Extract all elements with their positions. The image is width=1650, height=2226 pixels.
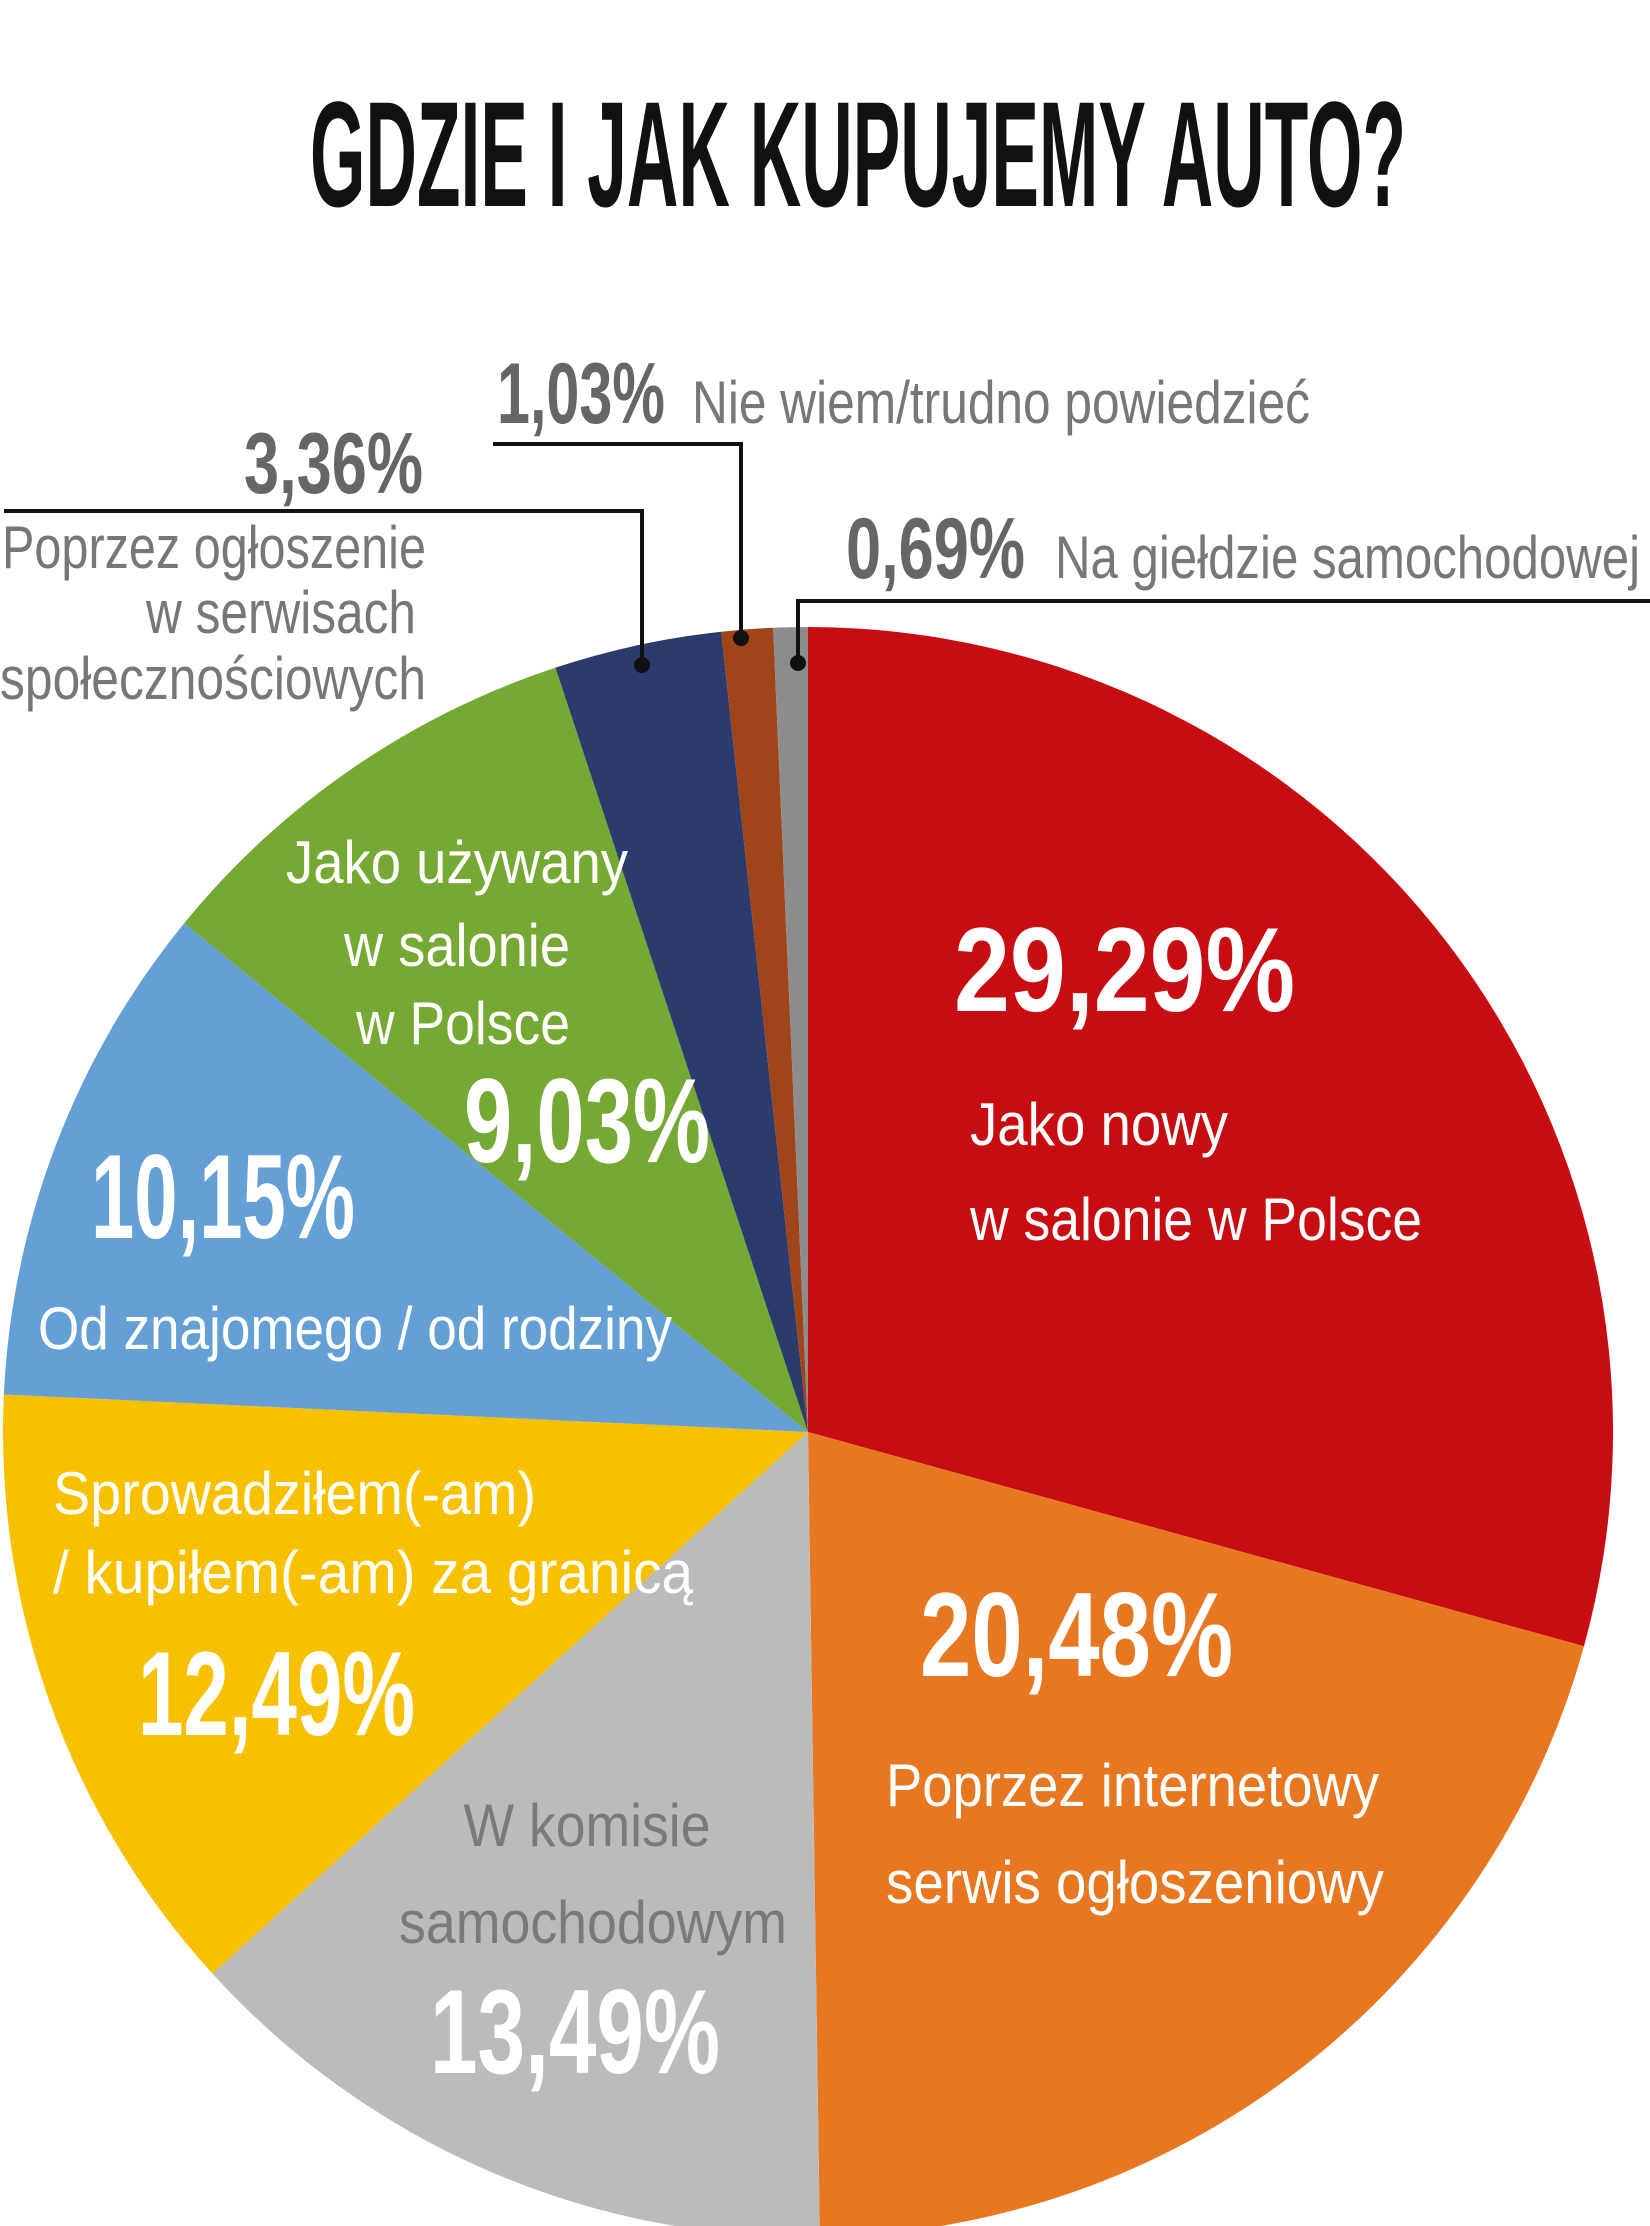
slice-label-internet-1: Poprzez internetowy bbox=[886, 1752, 1379, 1819]
pie-slice-3 bbox=[3, 1394, 809, 1974]
value-label-nowy: 29,29% bbox=[954, 903, 1295, 1037]
value-label-uzywany: 9,03% bbox=[464, 1054, 710, 1188]
slice-label-komis-1: W komisie bbox=[464, 1792, 711, 1859]
pie-slices bbox=[3, 627, 1613, 2226]
slice-label-uzywany-1: Jako używany bbox=[286, 829, 628, 896]
slice-label-nowy-2: w salonie w Polsce bbox=[969, 1186, 1422, 1253]
pie-slice-8 bbox=[773, 627, 808, 1432]
value-label-nie-wiem: 1,03% bbox=[497, 346, 665, 442]
leader-dot-3-36 bbox=[634, 657, 650, 673]
slice-label-zagranica-2: / kupiłem(-am) za granicą bbox=[53, 1539, 694, 1606]
leader-dot-0-69 bbox=[790, 655, 806, 671]
leader-line-0-69 bbox=[796, 599, 1650, 663]
pie-slice-2 bbox=[212, 1432, 820, 2226]
value-label-spolecznosciowe: 3,36% bbox=[244, 416, 423, 512]
pie-slice-7 bbox=[721, 627, 808, 1432]
slice-label-nowy-1: Jako nowy bbox=[970, 1091, 1228, 1158]
slice-label-gielda: Na giełdzie samochodowej bbox=[1055, 524, 1640, 591]
slice-label-zagranica-1: Sprowadziłem(-am) bbox=[53, 1460, 536, 1527]
pie-slice-0 bbox=[808, 627, 1613, 1647]
slice-label-komis-2: samochodowym bbox=[399, 1889, 787, 1956]
value-label-komis: 13,49% bbox=[430, 1965, 720, 2099]
pie-slice-1 bbox=[808, 1432, 1584, 2226]
value-label-znajomy: 10,15% bbox=[91, 1130, 355, 1264]
slice-label-spolecznosciowe-1: Poprzez ogłoszenie bbox=[2, 514, 426, 581]
slice-label-uzywany-2: w salonie bbox=[343, 912, 570, 979]
value-label-zagranica: 12,49% bbox=[138, 1627, 415, 1761]
value-label-internet: 20,48% bbox=[920, 1568, 1233, 1702]
pie-slice-4 bbox=[3, 923, 809, 1432]
leader-line-1-03 bbox=[493, 442, 743, 638]
slice-label-spolecznosciowe-3: społecznościowych bbox=[0, 645, 426, 712]
value-label-gielda: 0,69% bbox=[846, 501, 1025, 597]
pie-slice-5 bbox=[184, 667, 809, 1432]
leader-dot-1-03 bbox=[733, 630, 749, 646]
pie-slice-6 bbox=[555, 631, 808, 1432]
slice-label-nie-wiem: Nie wiem/trudno powiedzieć bbox=[692, 369, 1310, 436]
chart-title: GDZIE I JAK KUPUJEMY AUTO? bbox=[310, 70, 1406, 238]
slice-label-internet-2: serwis ogłoszeniowy bbox=[886, 1849, 1384, 1916]
slice-label-uzywany-3: w Polsce bbox=[355, 990, 570, 1057]
leader-line-3-36 bbox=[4, 509, 644, 665]
slice-label-spolecznosciowe-2: w serwisach bbox=[145, 579, 416, 646]
slice-label-znajomy: Od znajomego / od rodziny bbox=[38, 1295, 672, 1362]
